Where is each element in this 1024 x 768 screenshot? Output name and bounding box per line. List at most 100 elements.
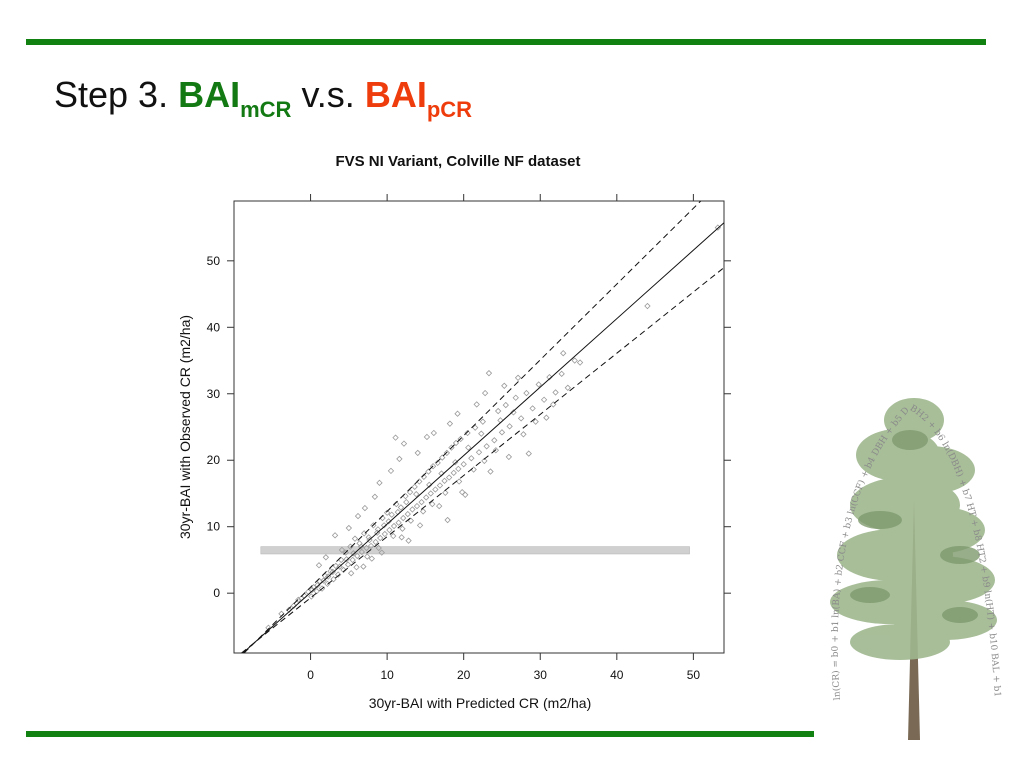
points-layer — [265, 224, 722, 631]
y-tick-label: 40 — [207, 320, 221, 334]
data-point — [315, 562, 323, 569]
data-point — [367, 542, 375, 550]
data-point — [576, 359, 584, 366]
data-point — [366, 536, 373, 544]
data-point — [354, 512, 362, 520]
y-tick-label: 30 — [207, 387, 221, 401]
data-point — [478, 430, 485, 437]
data-point — [483, 443, 490, 450]
data-point — [560, 350, 567, 357]
data-point — [403, 498, 410, 506]
data-point — [491, 437, 498, 444]
data-point — [336, 563, 343, 570]
data-point — [441, 477, 448, 485]
title-prefix: Step 3. — [54, 74, 169, 115]
data-point — [313, 588, 320, 595]
axes-layer: 0 10 20 30 40 50 0 10 20 30 40 50 — [207, 194, 731, 682]
data-point — [498, 429, 506, 436]
x-tick-label: 40 — [610, 668, 624, 682]
y-tick-label: 50 — [207, 254, 221, 268]
data-point — [406, 488, 414, 496]
data-point — [402, 492, 409, 500]
top-accent-bar — [26, 39, 986, 45]
data-point — [398, 534, 405, 541]
data-point — [444, 516, 451, 524]
data-point — [564, 384, 571, 391]
data-point — [454, 410, 461, 417]
data-point — [481, 389, 489, 397]
y-tick-label: 20 — [207, 453, 221, 467]
x-tick-label: 50 — [687, 668, 701, 682]
x-axis-label: 30yr-BAI with Predicted CR (m2/ha) — [369, 695, 592, 711]
data-point — [423, 433, 431, 441]
chart-title: FVS NI Variant, Colville NF dataset — [335, 153, 580, 170]
data-point — [404, 510, 411, 518]
data-point — [419, 508, 427, 515]
data-point — [458, 488, 466, 496]
band-layer — [260, 546, 690, 555]
data-point — [409, 506, 416, 513]
data-point — [644, 302, 651, 310]
data-point — [514, 374, 522, 381]
x-tick-label: 20 — [457, 668, 471, 682]
data-point — [427, 490, 434, 497]
data-point — [413, 490, 420, 498]
data-point — [392, 434, 399, 441]
data-point — [429, 500, 436, 508]
data-point — [558, 370, 565, 377]
data-point — [360, 563, 367, 570]
data-point — [342, 549, 349, 556]
data-point — [322, 554, 330, 561]
data-point — [344, 561, 352, 568]
data-point — [383, 509, 391, 516]
data-point — [423, 494, 430, 501]
x-tick-label: 30 — [534, 668, 548, 682]
data-point — [354, 552, 361, 560]
data-point — [358, 548, 366, 556]
data-point — [506, 423, 513, 430]
data-point — [452, 459, 459, 466]
data-point — [381, 530, 388, 538]
data-point — [505, 453, 513, 461]
data-point — [485, 369, 493, 377]
x-tick-label: 10 — [380, 668, 394, 682]
y-tick-label: 0 — [213, 586, 220, 600]
data-point — [465, 444, 472, 451]
data-point — [397, 504, 405, 511]
data-point — [416, 522, 424, 529]
data-point — [464, 429, 471, 437]
title-connector: v.s. — [301, 74, 355, 115]
data-point — [501, 382, 508, 389]
data-point — [290, 602, 297, 609]
data-point — [387, 467, 395, 475]
data-point — [395, 519, 402, 526]
data-point — [525, 450, 532, 457]
data-point — [353, 564, 360, 571]
data-point — [443, 449, 451, 457]
data-point — [418, 498, 425, 506]
data-point — [473, 401, 480, 408]
data-point — [332, 562, 339, 570]
y-axis-label: 30yr-BAI with Observed CR (m2/ha) — [177, 315, 193, 539]
data-point — [468, 455, 475, 462]
data-point — [378, 549, 385, 556]
data-point — [439, 454, 446, 461]
data-point — [475, 449, 483, 456]
reference-band — [260, 546, 690, 555]
data-point — [380, 522, 388, 529]
data-point — [510, 409, 517, 416]
title-term-measured-subscript: mCR — [240, 97, 292, 122]
data-point — [388, 511, 395, 518]
data-point — [400, 514, 407, 522]
data-point — [295, 596, 302, 603]
data-point — [552, 389, 559, 396]
data-point — [363, 544, 370, 552]
pine-tree-illustration-icon: ln(CR) = b0 + b1 ln(BA) + b2 CCF + b3 ln… — [810, 380, 1002, 740]
data-point — [550, 401, 557, 408]
slide-title: Step 3. BAImCR v.s. BAIpCR — [54, 74, 472, 123]
data-point — [520, 431, 527, 438]
confidence-upper-line — [243, 200, 702, 654]
data-point — [450, 469, 457, 477]
data-point — [487, 468, 494, 475]
